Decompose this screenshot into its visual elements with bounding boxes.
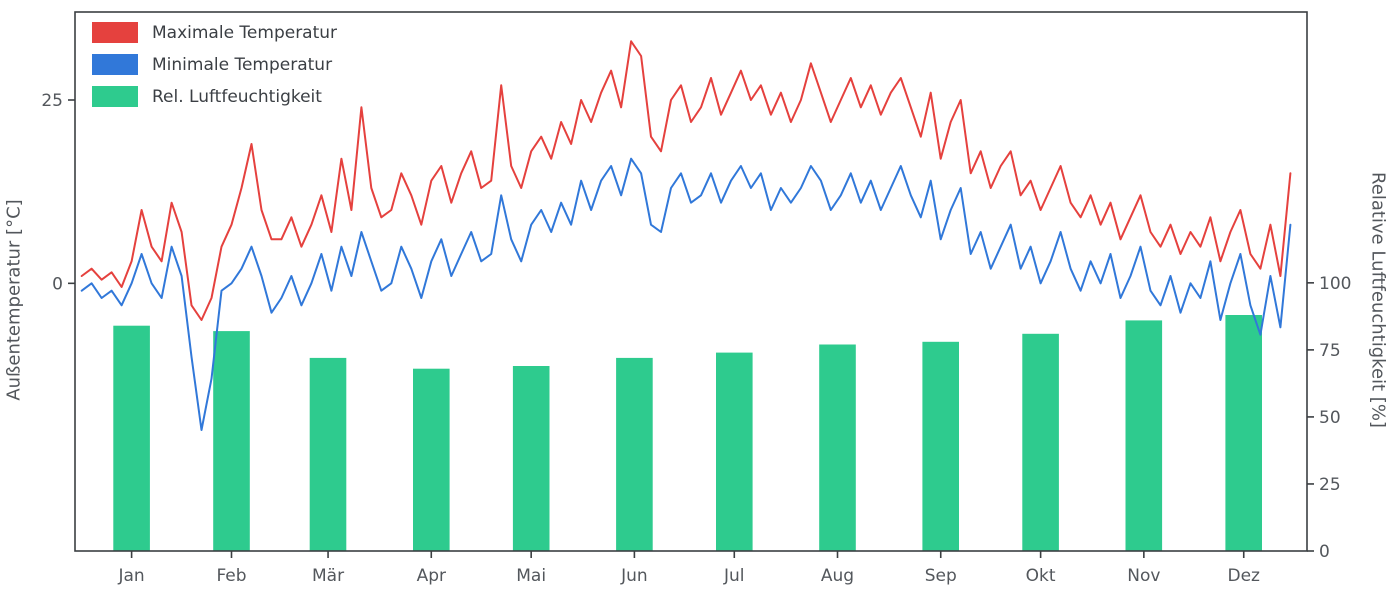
humidity-bar-Sep [922,341,959,551]
x-tick-label-Jan: Jan [117,566,144,586]
right-tick-label: 100 [1319,274,1351,294]
humidity-bar-Okt [1022,333,1059,551]
humidity-bar-Nov [1125,320,1163,551]
max-temp-swatch-icon [92,22,138,43]
legend-item-humidity: Rel. Luftfeuchtigkeit [92,86,337,107]
humidity-bar-Feb [213,331,250,551]
x-tick-label-Nov: Nov [1127,566,1160,586]
humidity-bar-Apr [413,368,450,551]
left-tick-label: 25 [41,91,63,111]
humidity-bars [113,315,1262,551]
x-tick-label-Aug: Aug [821,566,854,586]
x-tick-label-Okt: Okt [1026,566,1056,586]
right-tick-label: 25 [1319,475,1341,495]
x-tick-label-Jun: Jun [620,566,648,586]
y-axis-label-right: Relative Luftfeuchtigkeit [%] [1367,172,1389,428]
humidity-bar-Jun [616,357,653,551]
humidity-bar-Jul [716,352,753,551]
legend-item-max-temp: Maximale Temperatur [92,22,337,43]
humidity-bar-Mai [512,366,550,551]
x-tick-label-Feb: Feb [216,566,246,586]
humidity-bar-Jan [113,325,150,551]
max-temp-line [80,40,1292,321]
legend: Maximale Temperatur Minimale Temperatur … [92,22,337,107]
min-temp-line [80,157,1292,431]
humidity-bar-Mär [309,357,347,551]
right-tick-label: 0 [1319,542,1330,562]
legend-label-min-temp: Minimale Temperatur [152,54,333,75]
x-tick-label-Jul: Jul [723,566,745,586]
min-temp-swatch-icon [92,54,138,75]
x-tick-label-Sep: Sep [925,566,957,586]
humidity-bar-Dez [1225,315,1262,551]
right-tick-label: 75 [1319,341,1341,361]
right-tick-label: 50 [1319,408,1341,428]
left-tick-label: 0 [52,274,63,294]
x-tick-label-Mai: Mai [516,566,546,586]
x-tick-label-Dez: Dez [1227,566,1260,586]
axes-spines [74,11,1308,552]
y-axis-label-left: Außentemperatur [°C] [3,199,25,401]
legend-label-humidity: Rel. Luftfeuchtigkeit [152,86,322,107]
humidity-bar-Aug [819,344,856,551]
humidity-swatch-icon [92,86,138,107]
x-tick-label-Mär: Mär [312,566,344,586]
legend-item-min-temp: Minimale Temperatur [92,54,337,75]
x-tick-label-Apr: Apr [417,566,446,586]
legend-label-max-temp: Maximale Temperatur [152,22,338,43]
